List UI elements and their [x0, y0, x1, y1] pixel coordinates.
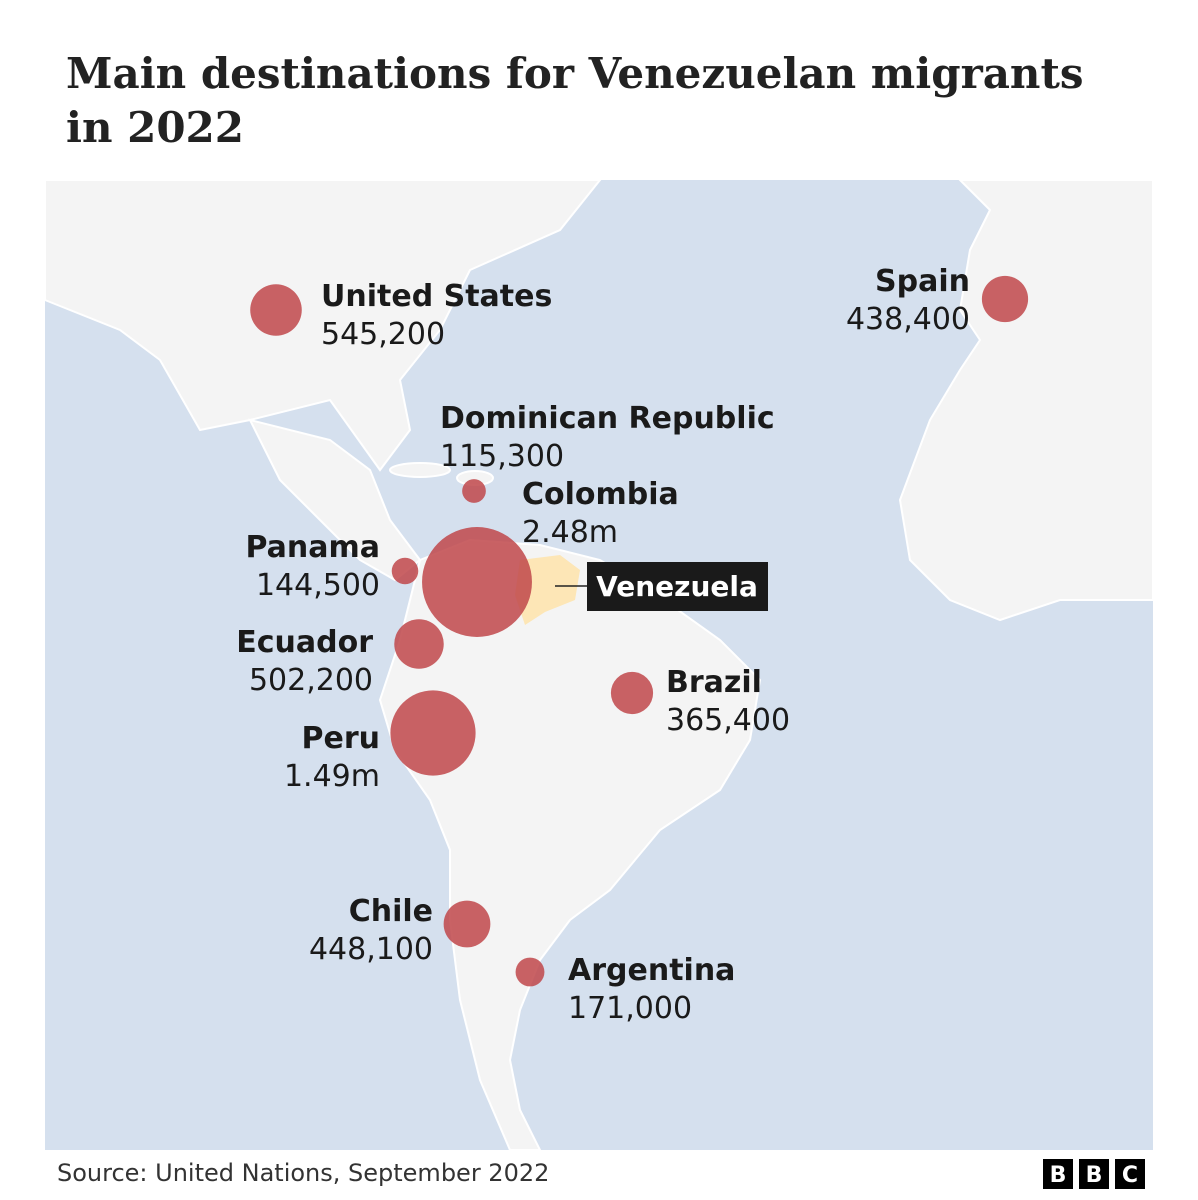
destination-value: 144,500 — [256, 568, 380, 603]
logo-letter: B — [1050, 1163, 1067, 1188]
destination-value: 448,100 — [309, 932, 433, 967]
destination-name: Spain — [875, 264, 970, 299]
destination-value: 502,200 — [249, 663, 373, 698]
title-line: Main destinations for Venezuelan migrant… — [66, 49, 1084, 98]
logo-box — [1115, 1159, 1145, 1189]
bubble — [981, 275, 1029, 323]
bubble — [443, 900, 491, 948]
destination-name: Dominican Republic — [440, 401, 775, 436]
bubble — [250, 284, 302, 336]
destination-value: 545,200 — [321, 317, 445, 352]
bubble — [610, 671, 654, 715]
title-line: in 2022 — [66, 103, 244, 152]
destination-name: Brazil — [666, 665, 762, 700]
destination-name: Argentina — [568, 953, 735, 988]
source: Source: United Nations, September 2022 — [57, 1159, 549, 1187]
logo: B B C — [1043, 1159, 1145, 1189]
bubble — [422, 527, 532, 637]
destination-value: 365,400 — [666, 703, 790, 738]
bubble — [394, 619, 444, 669]
destination-name: Chile — [349, 894, 433, 929]
destination-name: Ecuador — [236, 625, 373, 660]
logo-letter: C — [1122, 1163, 1138, 1188]
bubble — [391, 557, 419, 585]
land — [44, 179, 1154, 1151]
destination-value: 171,000 — [568, 991, 692, 1026]
origin-label-box — [587, 562, 768, 611]
destination-name: United States — [321, 279, 552, 314]
destination-value: 2.48m — [522, 515, 618, 550]
destination-name: Colombia — [522, 477, 679, 512]
logo-letter: B — [1086, 1163, 1103, 1188]
bubble — [390, 690, 476, 776]
map — [44, 179, 1154, 1151]
origin-label: Venezuela — [596, 570, 758, 603]
venezuela-shape — [515, 555, 580, 625]
destination-value: 438,400 — [846, 302, 970, 337]
bubble — [515, 957, 545, 987]
bubble — [462, 479, 486, 503]
logo-box — [1079, 1159, 1109, 1189]
destination-name: Peru — [302, 721, 381, 756]
logo-box — [1043, 1159, 1073, 1189]
destination-value: 1.49m — [284, 759, 380, 794]
destination-value: 115,300 — [440, 439, 564, 474]
destination-name: Panama — [245, 530, 380, 565]
markers — [250, 275, 1029, 987]
